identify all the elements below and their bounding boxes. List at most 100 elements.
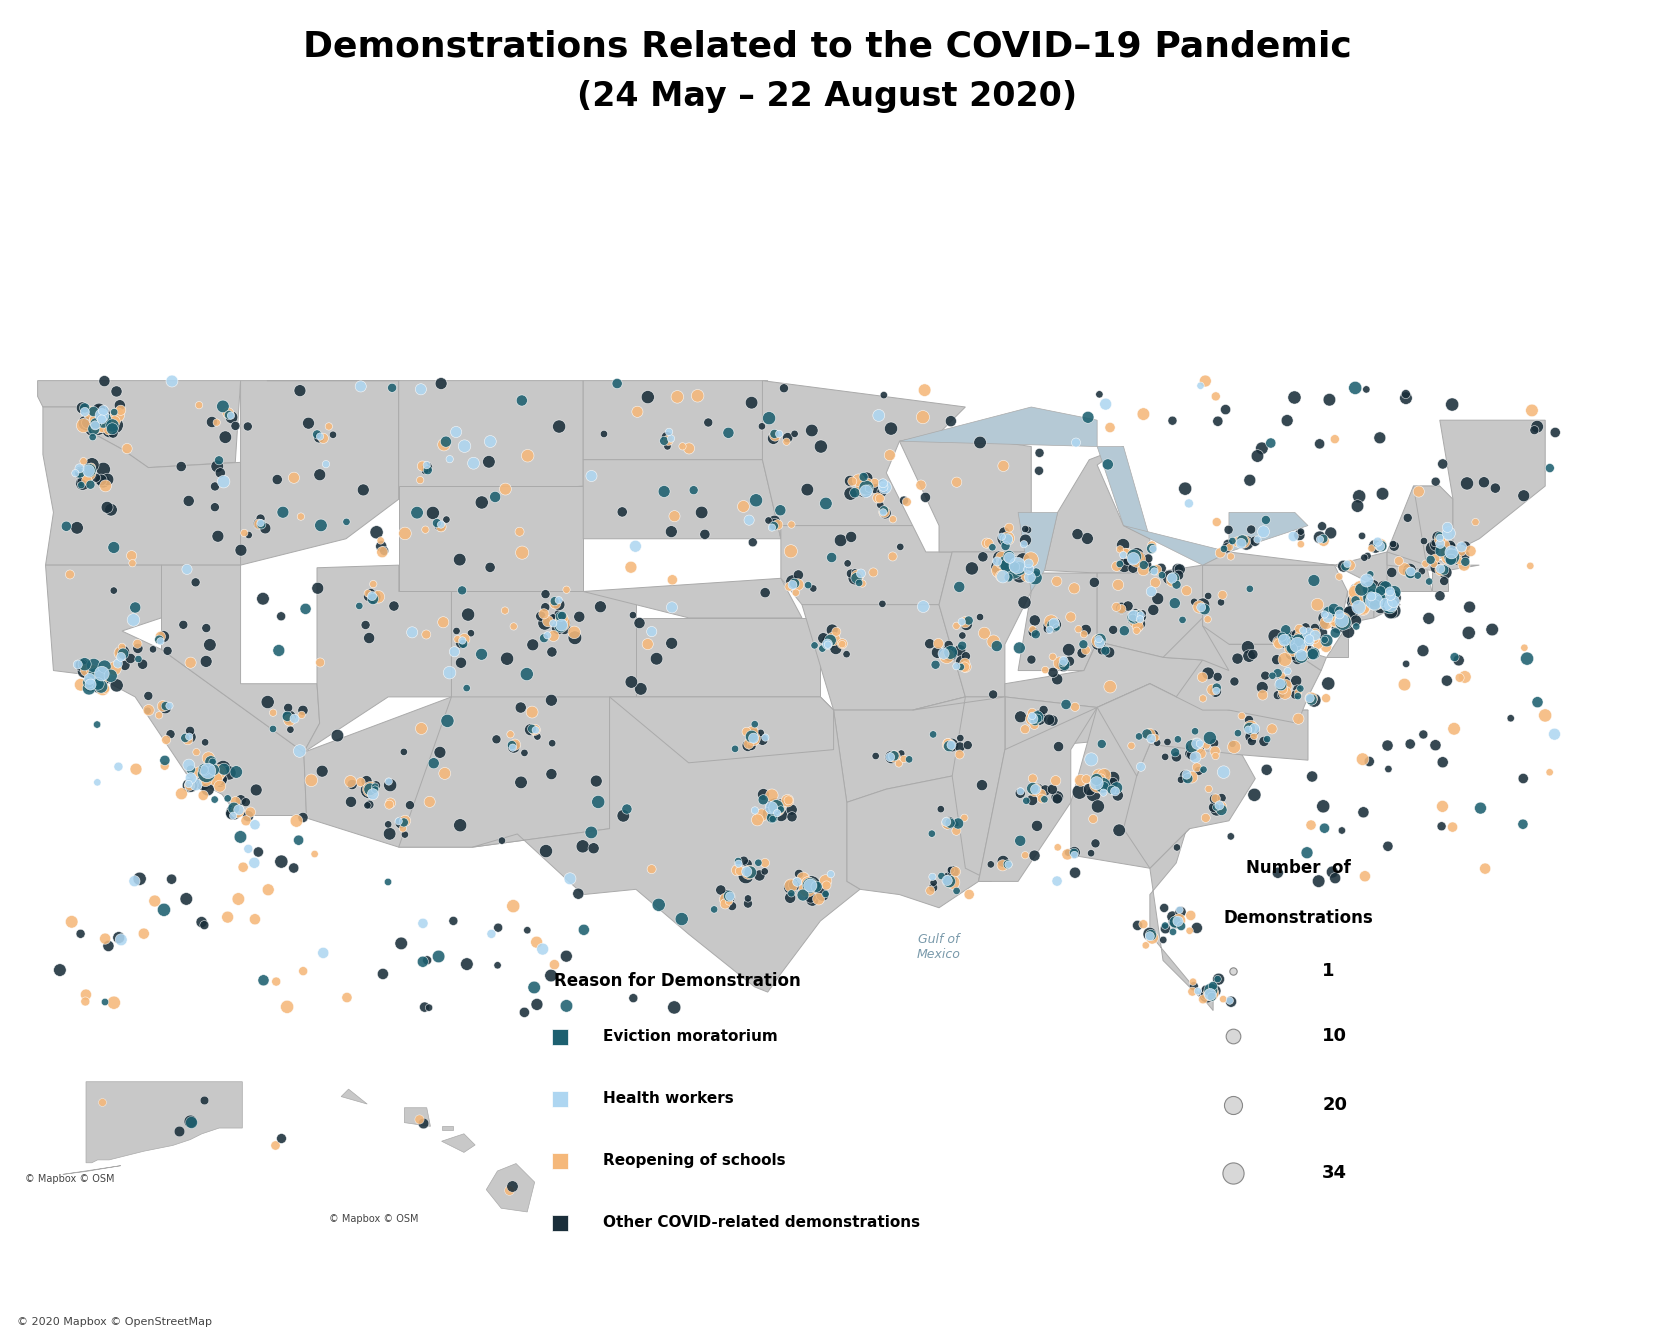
Point (756, 407, 782, 429)
Point (1441, 646, 1467, 667)
Point (566, 883, 592, 905)
Point (1087, 628, 1113, 650)
Polygon shape (63, 1166, 121, 1174)
Text: 34: 34 (1322, 1164, 1348, 1182)
Point (76, 678, 103, 699)
Point (207, 776, 233, 797)
Point (1252, 509, 1279, 531)
Point (1007, 829, 1034, 851)
Point (1259, 665, 1285, 686)
Point (184, 741, 210, 762)
Point (817, 630, 844, 651)
Point (984, 556, 1011, 578)
Point (1120, 548, 1146, 570)
Point (1322, 622, 1348, 643)
Point (1019, 709, 1045, 730)
Point (1115, 551, 1141, 572)
Point (359, 586, 385, 607)
Point (1313, 612, 1340, 634)
Point (356, 586, 382, 607)
Polygon shape (1202, 565, 1348, 645)
Point (65, 654, 91, 675)
Point (195, 748, 222, 769)
Point (362, 779, 389, 800)
Point (614, 799, 640, 820)
Point (1411, 531, 1437, 552)
Point (741, 725, 767, 746)
Point (1365, 531, 1391, 552)
Text: Demonstrations Related to the COVID–19 Pandemic: Demonstrations Related to the COVID–19 P… (303, 29, 1351, 63)
Point (794, 872, 820, 894)
Point (1240, 725, 1267, 746)
Point (1227, 533, 1254, 555)
Point (949, 635, 976, 657)
Point (1197, 980, 1224, 1001)
Point (1140, 559, 1166, 580)
Point (951, 807, 978, 828)
Point (1019, 789, 1045, 811)
Polygon shape (1070, 683, 1242, 868)
Point (1050, 654, 1077, 675)
Point (1429, 816, 1456, 838)
Point (1366, 536, 1393, 557)
Point (839, 527, 865, 548)
Point (84, 417, 111, 438)
Point (1207, 543, 1234, 564)
Point (126, 868, 152, 890)
Point (549, 612, 576, 634)
Point (685, 385, 711, 406)
Point (175, 775, 202, 796)
Point (1467, 797, 1494, 819)
Point (538, 764, 564, 785)
Point (375, 813, 402, 835)
Point (996, 567, 1022, 588)
Point (994, 854, 1021, 875)
Point (1024, 708, 1050, 729)
Point (1186, 760, 1212, 781)
Point (853, 481, 880, 502)
Point (1237, 578, 1264, 599)
Point (88, 1091, 114, 1112)
Point (84, 772, 111, 793)
Point (453, 678, 480, 699)
Point (232, 523, 258, 544)
Point (1017, 548, 1044, 570)
Point (1050, 654, 1077, 675)
Point (880, 545, 906, 567)
Point (1288, 627, 1315, 649)
Point (71, 397, 98, 418)
Point (306, 426, 332, 448)
Point (1219, 1093, 1245, 1115)
Point (1088, 733, 1115, 754)
Point (86, 405, 112, 426)
Point (1135, 548, 1161, 570)
Point (495, 649, 521, 670)
Point (880, 509, 906, 531)
Point (197, 768, 223, 789)
Point (738, 736, 764, 757)
Point (1204, 969, 1231, 990)
Point (989, 547, 1016, 568)
Point (1368, 590, 1394, 611)
Point (98, 498, 124, 520)
Point (1512, 636, 1538, 658)
Point (1250, 730, 1277, 752)
Point (566, 606, 592, 627)
Point (241, 909, 268, 930)
Point (177, 653, 203, 674)
Point (991, 521, 1017, 543)
Point (71, 415, 98, 437)
Point (1196, 779, 1222, 800)
Point (956, 610, 982, 631)
Point (797, 875, 824, 896)
Point (1211, 761, 1237, 783)
Point (184, 775, 210, 796)
Point (1199, 679, 1226, 701)
Point (147, 631, 174, 653)
Point (746, 864, 772, 886)
Point (276, 709, 303, 730)
Point (88, 665, 114, 686)
Point (734, 892, 761, 914)
Point (984, 551, 1011, 572)
Point (744, 809, 771, 831)
